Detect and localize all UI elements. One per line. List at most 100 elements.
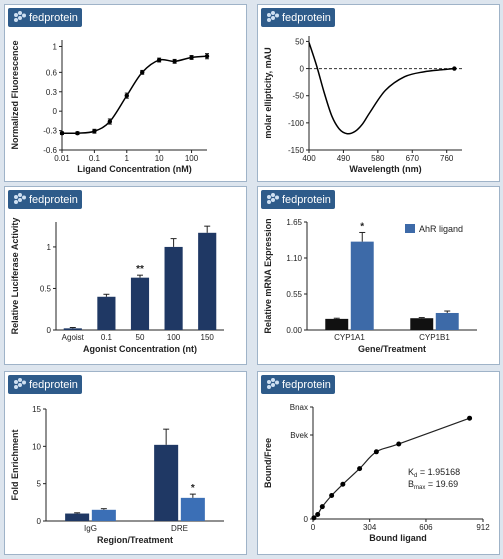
data-point bbox=[204, 53, 210, 59]
data-point bbox=[107, 119, 113, 124]
data-point bbox=[156, 57, 162, 63]
panel-border bbox=[257, 371, 500, 555]
y-tick-label: 1.10 bbox=[286, 254, 302, 263]
x-axis-title: Agonist Concentration (nt) bbox=[83, 344, 197, 354]
x-axis-title: Bound ligand bbox=[369, 533, 427, 543]
panel-border bbox=[257, 186, 500, 365]
y-tick-label: -100 bbox=[288, 119, 305, 128]
bar bbox=[198, 232, 217, 330]
brand-icon bbox=[18, 193, 22, 197]
y-tick-label: -150 bbox=[288, 146, 305, 155]
y-tick-label: -50 bbox=[292, 92, 304, 101]
data-point bbox=[329, 492, 335, 498]
annotation-symbol: K bbox=[408, 467, 414, 477]
annotation-subscript: max bbox=[414, 485, 425, 491]
data-point bbox=[340, 481, 346, 487]
data-point bbox=[59, 130, 65, 136]
y-axis-title: Bound/Free bbox=[263, 438, 273, 488]
brand-icon bbox=[275, 380, 279, 385]
y-axis-title: molar ellipticity, mAU bbox=[263, 47, 273, 138]
x-tick-label: 400 bbox=[302, 154, 316, 163]
data-point bbox=[319, 504, 325, 510]
brand-icon bbox=[22, 195, 26, 200]
brand-icon bbox=[271, 383, 275, 387]
x-tick-label: 50 bbox=[136, 333, 145, 342]
data-point bbox=[373, 449, 379, 455]
x-tick-label: 10 bbox=[155, 154, 164, 163]
y-tick-label: 0.55 bbox=[286, 290, 302, 299]
brand-icon bbox=[14, 195, 18, 199]
brand-icon bbox=[275, 13, 279, 18]
data-point bbox=[315, 512, 321, 518]
data-point bbox=[452, 66, 457, 71]
x-tick-label: 0 bbox=[311, 523, 316, 532]
x-tick-label: 0.01 bbox=[54, 154, 70, 163]
brand-badge bbox=[8, 375, 82, 394]
data-point bbox=[140, 70, 145, 75]
annotation-symbol: B bbox=[408, 479, 414, 489]
x-axis-title: Region/Treatment bbox=[97, 535, 173, 545]
brand-icon bbox=[14, 200, 18, 204]
brand-icon bbox=[267, 18, 271, 22]
data-point bbox=[396, 441, 402, 447]
data-point bbox=[92, 129, 97, 134]
x-tick-label: 0.1 bbox=[101, 333, 113, 342]
x-axis-title: Ligand Concentration (nM) bbox=[77, 164, 192, 174]
brand-name: fedprotein bbox=[29, 12, 78, 24]
brand-icon bbox=[267, 13, 271, 17]
bar bbox=[164, 246, 183, 330]
brand-icon bbox=[271, 16, 275, 20]
bar bbox=[410, 318, 434, 330]
bar bbox=[65, 513, 90, 521]
data-point bbox=[357, 466, 363, 472]
brand-name: fedprotein bbox=[282, 12, 331, 24]
brand-badge bbox=[261, 375, 335, 394]
brand-name: fedprotein bbox=[282, 194, 331, 206]
x-tick-label: 150 bbox=[201, 333, 215, 342]
brand-icon bbox=[18, 11, 22, 15]
data-line bbox=[61, 55, 208, 135]
y-tick-label: 0 bbox=[37, 517, 42, 526]
brand-icon bbox=[267, 200, 271, 204]
annotation: Kd = 1.95168 bbox=[408, 467, 460, 479]
y-tick-label: 0 bbox=[53, 107, 58, 116]
bar bbox=[97, 296, 116, 330]
x-tick-label: 580 bbox=[371, 154, 385, 163]
y-tick-label: 1 bbox=[47, 243, 52, 252]
annotation-text: = 19.69 bbox=[425, 479, 458, 489]
panel-border bbox=[257, 4, 500, 182]
y-axis-title: Relative mRNA Expression bbox=[263, 218, 273, 333]
brand-name: fedprotein bbox=[282, 379, 331, 391]
y-tick-label: 50 bbox=[295, 37, 304, 46]
bar bbox=[325, 318, 349, 330]
y-tick-label: Bvek bbox=[290, 431, 309, 440]
x-tick-label: 912 bbox=[476, 523, 490, 532]
brand-icon bbox=[14, 380, 18, 384]
significance-label: * bbox=[360, 221, 364, 232]
brand-icon bbox=[267, 195, 271, 199]
brand-name: fedprotein bbox=[29, 379, 78, 391]
x-tick-label: 0.1 bbox=[89, 154, 101, 163]
data-point bbox=[124, 93, 129, 98]
y-tick-label: 0.00 bbox=[286, 326, 302, 335]
y-tick-label: 0.3 bbox=[46, 88, 58, 97]
x-tick-label: 100 bbox=[167, 333, 181, 342]
x-tick-label: 760 bbox=[440, 154, 454, 163]
y-tick-label: Bnax bbox=[290, 403, 308, 412]
bar bbox=[130, 277, 150, 330]
brand-icon bbox=[14, 18, 18, 22]
y-tick-label: -0.6 bbox=[43, 146, 57, 155]
bar bbox=[180, 497, 205, 521]
y-axis-title: Relative Luciferase Activity bbox=[10, 218, 20, 335]
brand-icon bbox=[271, 198, 275, 202]
brand-icon bbox=[18, 378, 22, 382]
y-tick-label: 1.65 bbox=[286, 218, 302, 227]
brand-icon bbox=[22, 380, 26, 385]
brand-badge bbox=[261, 190, 335, 209]
brand-icon bbox=[271, 11, 275, 15]
data-point bbox=[189, 55, 194, 60]
x-tick-label: DRE bbox=[171, 524, 188, 533]
brand-icon bbox=[18, 383, 22, 387]
x-axis-title: Wavelength (nm) bbox=[349, 164, 421, 174]
